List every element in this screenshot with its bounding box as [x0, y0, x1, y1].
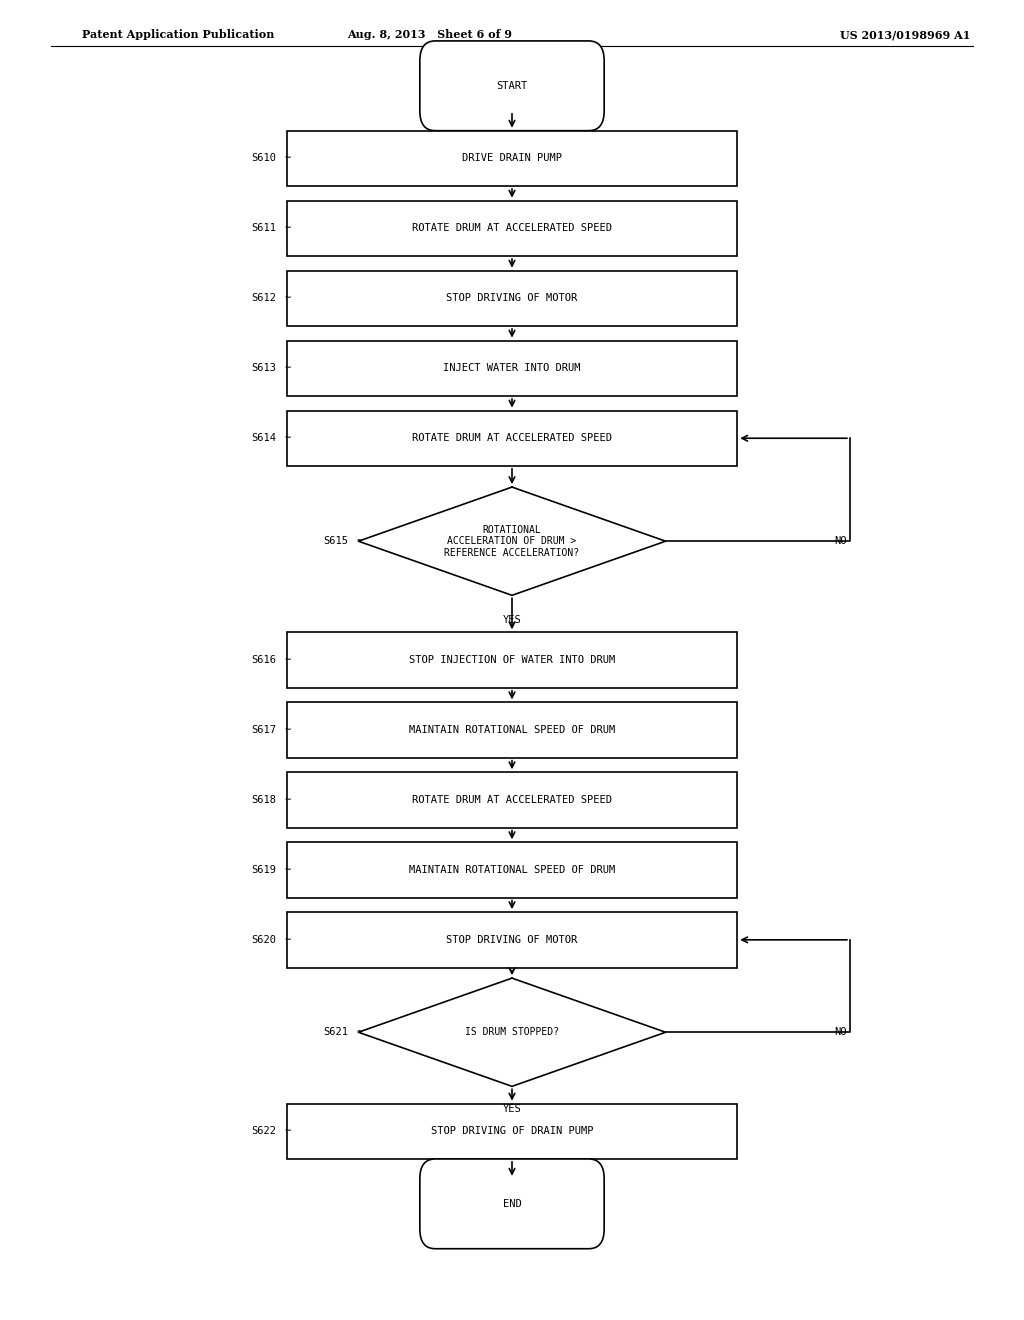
Text: ROTATE DRUM AT ACCELERATED SPEED: ROTATE DRUM AT ACCELERATED SPEED: [412, 795, 612, 805]
Text: NO: NO: [835, 1027, 847, 1038]
FancyBboxPatch shape: [287, 842, 737, 898]
Text: S612: S612: [252, 293, 276, 304]
Text: S616: S616: [252, 655, 276, 665]
Text: ~: ~: [285, 153, 291, 164]
FancyBboxPatch shape: [420, 1159, 604, 1249]
Text: ~: ~: [285, 1126, 291, 1137]
Text: ~: ~: [285, 293, 291, 304]
Text: FIG.6: FIG.6: [484, 73, 540, 91]
FancyBboxPatch shape: [287, 411, 737, 466]
Text: S610: S610: [252, 153, 276, 164]
Text: ROTATE DRUM AT ACCELERATED SPEED: ROTATE DRUM AT ACCELERATED SPEED: [412, 223, 612, 234]
Text: S618: S618: [252, 795, 276, 805]
Text: S617: S617: [252, 725, 276, 735]
Text: STOP DRIVING OF DRAIN PUMP: STOP DRIVING OF DRAIN PUMP: [431, 1126, 593, 1137]
Text: YES: YES: [503, 1104, 521, 1114]
Text: STOP INJECTION OF WATER INTO DRUM: STOP INJECTION OF WATER INTO DRUM: [409, 655, 615, 665]
Text: IS DRUM STOPPED?: IS DRUM STOPPED?: [465, 1027, 559, 1038]
FancyBboxPatch shape: [287, 772, 737, 828]
Polygon shape: [358, 978, 666, 1086]
FancyBboxPatch shape: [287, 341, 737, 396]
FancyBboxPatch shape: [287, 632, 737, 688]
Text: ~: ~: [356, 536, 362, 546]
Text: INJECT WATER INTO DRUM: INJECT WATER INTO DRUM: [443, 363, 581, 374]
Text: MAINTAIN ROTATIONAL SPEED OF DRUM: MAINTAIN ROTATIONAL SPEED OF DRUM: [409, 725, 615, 735]
Text: ~: ~: [285, 795, 291, 805]
Text: START: START: [497, 81, 527, 91]
Text: S622: S622: [252, 1126, 276, 1137]
Text: Patent Application Publication: Patent Application Publication: [82, 29, 274, 40]
Text: ~: ~: [285, 433, 291, 444]
FancyBboxPatch shape: [287, 702, 737, 758]
FancyBboxPatch shape: [287, 912, 737, 968]
Text: US 2013/0198969 A1: US 2013/0198969 A1: [840, 29, 970, 40]
Text: ~: ~: [285, 223, 291, 234]
Text: ~: ~: [285, 865, 291, 875]
Text: S614: S614: [252, 433, 276, 444]
Text: Aug. 8, 2013   Sheet 6 of 9: Aug. 8, 2013 Sheet 6 of 9: [347, 29, 513, 40]
FancyBboxPatch shape: [287, 1104, 737, 1159]
Text: END: END: [503, 1199, 521, 1209]
Text: ~: ~: [356, 1027, 362, 1038]
Text: MAINTAIN ROTATIONAL SPEED OF DRUM: MAINTAIN ROTATIONAL SPEED OF DRUM: [409, 865, 615, 875]
FancyBboxPatch shape: [287, 201, 737, 256]
Text: NO: NO: [835, 536, 847, 546]
Polygon shape: [358, 487, 666, 595]
Text: ~: ~: [285, 725, 291, 735]
Text: S621: S621: [324, 1027, 348, 1038]
Text: S611: S611: [252, 223, 276, 234]
Text: S619: S619: [252, 865, 276, 875]
Text: S615: S615: [324, 536, 348, 546]
Text: ~: ~: [285, 363, 291, 374]
Text: ~: ~: [285, 935, 291, 945]
FancyBboxPatch shape: [287, 271, 737, 326]
Text: ROTATE DRUM AT ACCELERATED SPEED: ROTATE DRUM AT ACCELERATED SPEED: [412, 433, 612, 444]
FancyBboxPatch shape: [420, 41, 604, 131]
Text: STOP DRIVING OF MOTOR: STOP DRIVING OF MOTOR: [446, 935, 578, 945]
Text: DRIVE DRAIN PUMP: DRIVE DRAIN PUMP: [462, 153, 562, 164]
Text: ~: ~: [285, 655, 291, 665]
FancyBboxPatch shape: [287, 131, 737, 186]
Text: STOP DRIVING OF MOTOR: STOP DRIVING OF MOTOR: [446, 293, 578, 304]
Text: YES: YES: [503, 615, 521, 626]
Text: ROTATIONAL
ACCELERATION OF DRUM >
REFERENCE ACCELERATION?: ROTATIONAL ACCELERATION OF DRUM > REFERE…: [444, 524, 580, 558]
Text: S620: S620: [252, 935, 276, 945]
Text: S613: S613: [252, 363, 276, 374]
